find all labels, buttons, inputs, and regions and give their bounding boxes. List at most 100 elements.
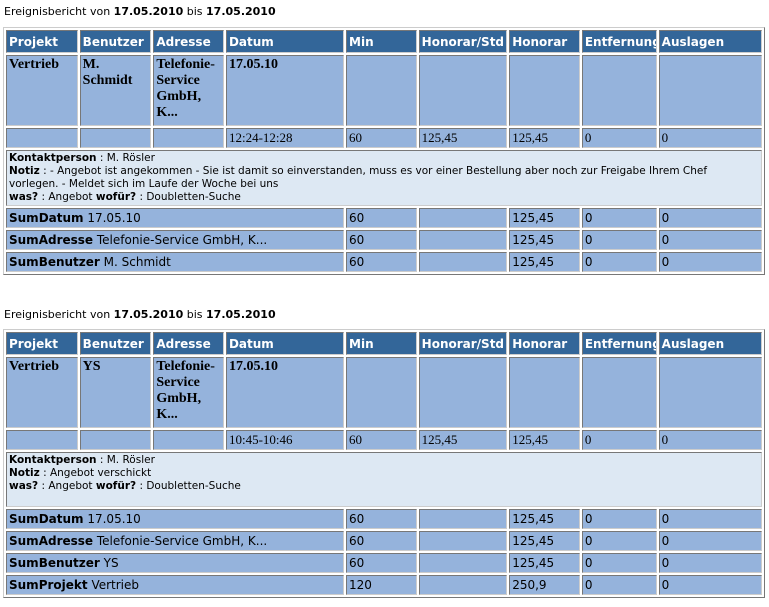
entry-cell: Telefonie-Service GmbH, K...: [153, 55, 224, 126]
sum-value: M. Schmidt: [99, 255, 171, 269]
time-cell: [79, 128, 152, 148]
entry-cell: [418, 55, 508, 126]
sum-label: SumBenutzer: [9, 255, 100, 269]
time-cell: [153, 128, 224, 148]
entry-cell: YS: [79, 357, 152, 428]
sum-cell: 0: [658, 531, 762, 551]
sum-value: 17.05.10: [83, 211, 141, 225]
sum-label-cell: SumBenutzer M. Schmidt: [6, 252, 345, 272]
column-header-min: Min: [346, 30, 417, 53]
entry-cell: [581, 55, 657, 126]
sum-label-cell: SumAdresse Telefonie-Service GmbH, K...: [6, 531, 345, 551]
sum-cell: 0: [581, 575, 657, 595]
date-from: 17.05.2010: [113, 5, 184, 18]
time-cell: 125,45: [418, 430, 508, 450]
sum-label-cell: SumDatum 17.05.10: [6, 208, 345, 228]
sum-cell: 0: [658, 252, 762, 272]
time-cell: 0: [581, 430, 657, 450]
time-cell: 0: [658, 128, 762, 148]
header-row: Projekt Benutzer Adresse Datum Min Honorar/St…: [6, 332, 762, 355]
entry-cell: [509, 357, 580, 428]
notiz-label: Notiz: [9, 165, 40, 177]
sum-row-sumprojekt: SumProjekt Vertrieb 120 250,9 0 0: [6, 575, 762, 595]
entry-row: Vertrieb YS Telefonie-Service GmbH, K... 17…: [6, 357, 762, 428]
column-header-adresse: Adresse: [153, 30, 224, 53]
sum-cell: 60: [346, 553, 417, 573]
report-title: Ereignisbericht von 17.05.2010 bis 17.05…: [4, 308, 276, 321]
notiz-value: - Angebot ist angekommen - Sie ist damit…: [9, 165, 708, 190]
sum-cell: 0: [581, 531, 657, 551]
entry-cell: M. Schmidt: [79, 55, 152, 126]
sum-row-sumbenutzer: SumBenutzer M. Schmidt 60 125,45 0 0: [6, 252, 762, 272]
time-row: 10:45-10:46 60 125,45 125,45 0 0: [6, 430, 762, 450]
sum-cell: [418, 509, 508, 529]
entry-cell: [658, 357, 762, 428]
column-header-datum: Datum: [225, 332, 345, 355]
sum-cell: [418, 575, 508, 595]
sum-label: SumDatum: [9, 512, 84, 526]
was-label: was?: [9, 480, 39, 492]
report-table: Projekt Benutzer Adresse Datum Min Honorar/St…: [3, 27, 765, 275]
time-cell: [153, 430, 224, 450]
wofuer-label: wofür?: [95, 480, 137, 492]
kontakt-value: M. Rösler: [106, 152, 155, 164]
column-header-auslagen: Auslagen: [658, 30, 762, 53]
kontakt-label: Kontaktperson: [9, 152, 97, 164]
sum-value: Telefonie-Service GmbH, K...: [93, 233, 268, 247]
sum-row-sumadresse: SumAdresse Telefonie-Service GmbH, K... 6…: [6, 230, 762, 250]
date-to: 17.05.2010: [206, 5, 276, 18]
sum-label: SumProjekt: [9, 578, 88, 592]
sum-cell: 60: [346, 252, 417, 272]
sum-cell: 0: [581, 208, 657, 228]
header-row: Projekt Benutzer Adresse Datum Min Honorar/St…: [6, 30, 762, 53]
time-row: 12:24-12:28 60 125,45 125,45 0 0: [6, 128, 762, 148]
notes-row: Kontaktperson : M. Rösler Notiz : Angebot…: [6, 452, 762, 507]
column-header-entfernung: Entfernung: [581, 332, 657, 355]
notes-cell: Kontaktperson : M. Rösler Notiz : - Angeb…: [6, 150, 762, 206]
column-header-min: Min: [346, 332, 417, 355]
date-from: 17.05.2010: [113, 308, 184, 321]
wofuer-value: Doubletten-Suche: [146, 480, 241, 492]
sum-label-cell: SumDatum 17.05.10: [6, 509, 345, 529]
was-value: Angebot: [48, 480, 96, 492]
sum-cell: 125,45: [509, 230, 580, 250]
entry-cell: Vertrieb: [6, 55, 78, 126]
time-cell: 125,45: [418, 128, 508, 148]
sum-cell: 250,9: [509, 575, 580, 595]
sum-cell: 0: [581, 230, 657, 250]
time-cell: 125,45: [509, 430, 580, 450]
sum-cell: 120: [346, 575, 417, 595]
time-cell: 0: [658, 430, 762, 450]
title-mid: bis: [183, 5, 207, 18]
sum-value: 17.05.10: [83, 512, 141, 526]
sum-label-cell: SumBenutzer YS: [6, 553, 345, 573]
time-cell: 0: [581, 128, 657, 148]
sum-cell: 0: [581, 553, 657, 573]
sum-cell: 0: [658, 230, 762, 250]
entry-cell: [658, 55, 762, 126]
title-prefix: Ereignisbericht von: [4, 5, 114, 18]
sep: :: [96, 152, 107, 164]
entry-row: Vertrieb M. Schmidt Telefonie-Service GmbH…: [6, 55, 762, 126]
notes-row: Kontaktperson : M. Rösler Notiz : - Angeb…: [6, 150, 762, 206]
sum-cell: 60: [346, 230, 417, 250]
column-header-benutzer: Benutzer: [79, 332, 152, 355]
time-cell: 60: [346, 430, 417, 450]
entry-cell: 17.05.10: [225, 357, 345, 428]
sum-cell: 0: [581, 252, 657, 272]
was-label: was?: [9, 191, 39, 203]
sum-value: Telefonie-Service GmbH, K...: [93, 534, 268, 548]
column-header-honorarstd: Honorar/Std: [418, 30, 508, 53]
column-header-benutzer: Benutzer: [79, 30, 152, 53]
column-header-entfernung: Entfernung: [581, 30, 657, 53]
sum-cell: 125,45: [509, 531, 580, 551]
sep: :: [39, 467, 50, 479]
sum-label-cell: SumAdresse Telefonie-Service GmbH, K...: [6, 230, 345, 250]
column-header-adresse: Adresse: [153, 332, 224, 355]
sum-cell: [418, 252, 508, 272]
sum-cell: 60: [346, 531, 417, 551]
entry-cell: [581, 357, 657, 428]
sum-cell: 125,45: [509, 509, 580, 529]
sum-value: YS: [99, 556, 119, 570]
notiz-value: Angebot verschickt: [49, 467, 152, 479]
